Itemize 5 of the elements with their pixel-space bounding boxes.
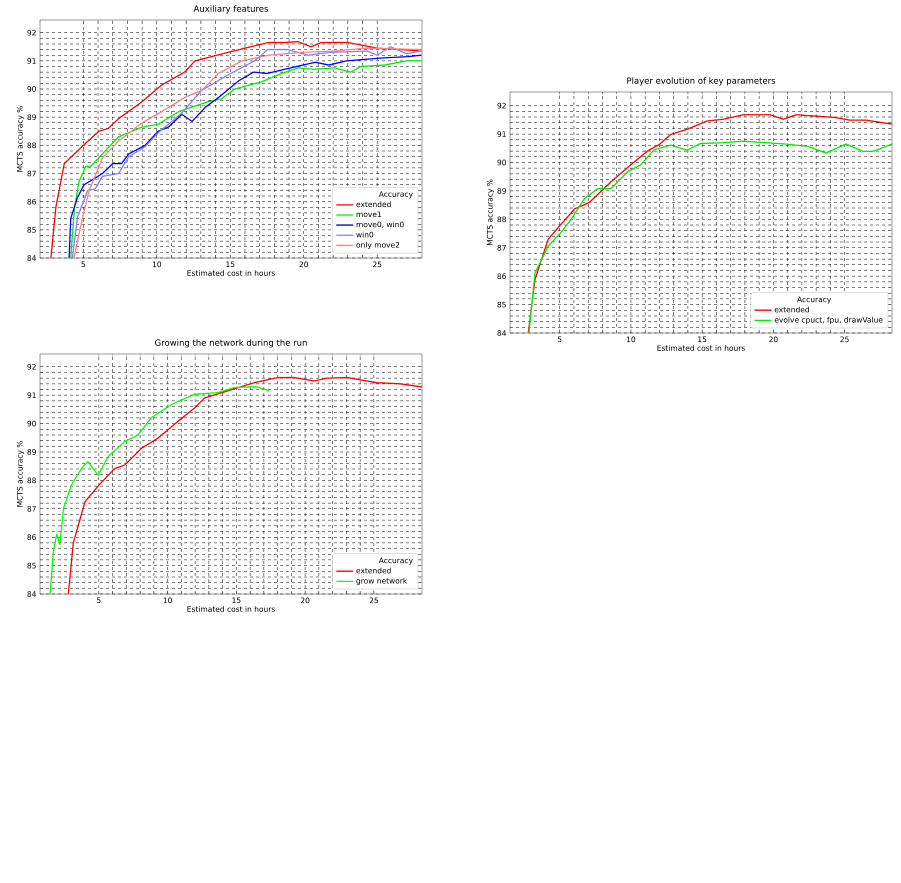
line-series	[49, 386, 270, 594]
chart-title: Auxiliary features	[194, 5, 268, 14]
chart-title: Growing the network during the run	[155, 339, 307, 348]
chart-title: Player evolution of key parameters	[627, 77, 776, 86]
line-series	[68, 376, 422, 594]
